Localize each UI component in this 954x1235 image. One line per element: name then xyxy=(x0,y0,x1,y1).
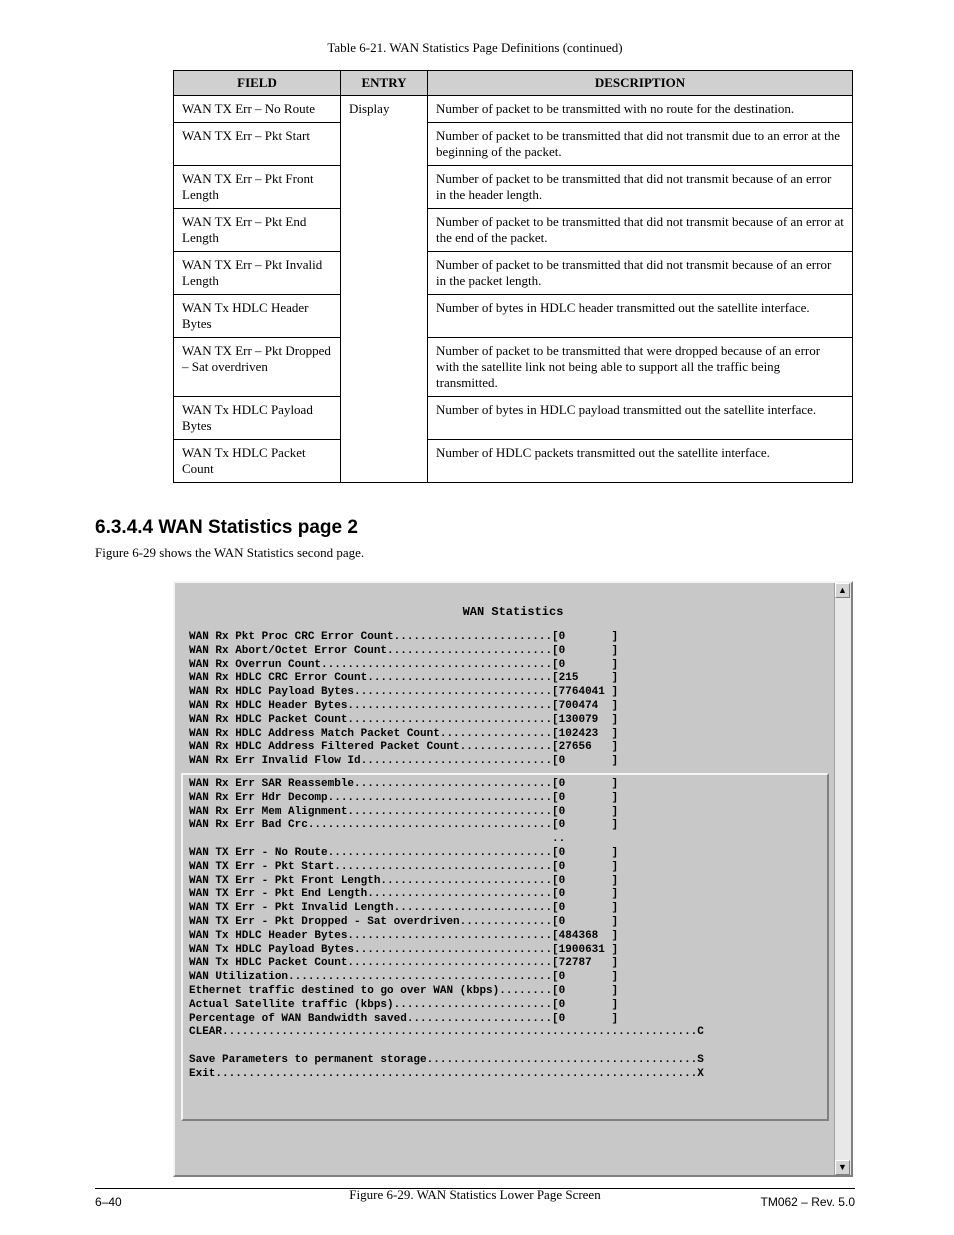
table-row: WAN TX Err – Pkt Start Number of packet t… xyxy=(174,123,853,166)
page-footer: 6–40 TM062 – Rev. 5.0 xyxy=(95,1188,855,1209)
cell-field: WAN TX Err – No Route xyxy=(174,96,341,123)
table-row: WAN TX Err – Pkt End Length Number of pac… xyxy=(174,209,853,252)
scrollbar[interactable]: ▲ ▼ xyxy=(834,583,851,1175)
cell-desc: Number of HDLC packets transmitted out t… xyxy=(428,440,853,483)
table-row: WAN TX Err – Pkt Front Length Number of p… xyxy=(174,166,853,209)
scroll-up-icon[interactable]: ▲ xyxy=(835,583,850,598)
cell-desc: Number of packet to be transmitted that … xyxy=(428,166,853,209)
col-desc: DESCRIPTION xyxy=(428,71,853,96)
table-row: WAN TX Err – No RouteDisplayNumber of pa… xyxy=(174,96,853,123)
cell-desc: Number of packet to be transmitted that … xyxy=(428,338,853,397)
table-row: WAN Tx HDLC Header Bytes Number of bytes … xyxy=(174,295,853,338)
table-row: WAN Tx HDLC Payload Bytes Number of bytes… xyxy=(174,397,853,440)
terminal-upper-lines: WAN Rx Pkt Proc CRC Error Count.........… xyxy=(175,631,851,771)
cell-field: WAN TX Err – Pkt Front Length xyxy=(174,166,341,209)
table-row: WAN Tx HDLC Packet Count Number of HDLC p… xyxy=(174,440,853,483)
cell-entry: Display xyxy=(341,96,428,483)
section-lead: Figure 6-29 shows the WAN Statistics sec… xyxy=(95,545,855,561)
terminal-window: ▲ ▼ WAN Statistics WAN Rx Pkt Proc CRC E… xyxy=(173,581,853,1177)
footer-page: 6–40 xyxy=(95,1195,122,1209)
cell-field: WAN Tx HDLC Packet Count xyxy=(174,440,341,483)
cell-field: WAN TX Err – Pkt Invalid Length xyxy=(174,252,341,295)
terminal-title: WAN Statistics xyxy=(175,583,851,631)
table-row: WAN TX Err – Pkt Invalid Length Number of… xyxy=(174,252,853,295)
col-entry: ENTRY xyxy=(341,71,428,96)
cell-desc: Number of packet to be transmitted that … xyxy=(428,252,853,295)
cell-field: WAN TX Err – Pkt Start xyxy=(174,123,341,166)
cell-desc: Number of packet to be transmitted that … xyxy=(428,123,853,166)
footer-rev: TM062 – Rev. 5.0 xyxy=(761,1195,856,1209)
cell-desc: Number of bytes in HDLC payload transmit… xyxy=(428,397,853,440)
scroll-down-icon[interactable]: ▼ xyxy=(835,1160,850,1175)
cell-desc: Number of packet to be transmitted with … xyxy=(428,96,853,123)
cell-field: WAN TX Err – Pkt Dropped – Sat overdrive… xyxy=(174,338,341,397)
cell-desc: Number of bytes in HDLC header transmitt… xyxy=(428,295,853,338)
table-row: WAN TX Err – Pkt Dropped – Sat overdrive… xyxy=(174,338,853,397)
terminal-inner-box: WAN Rx Err SAR Reassemble...............… xyxy=(181,773,829,1121)
col-field: FIELD xyxy=(174,71,341,96)
cell-desc: Number of packet to be transmitted that … xyxy=(428,209,853,252)
cell-field: WAN Tx HDLC Payload Bytes xyxy=(174,397,341,440)
section-heading: 6.3.4.4 WAN Statistics page 2 xyxy=(95,517,855,539)
table-caption: Table 6-21. WAN Statistics Page Definiti… xyxy=(95,40,855,56)
cell-field: WAN Tx HDLC Header Bytes xyxy=(174,295,341,338)
definitions-table: FIELD ENTRY DESCRIPTION WAN TX Err – No … xyxy=(173,70,853,483)
terminal-box-lines: WAN Rx Err SAR Reassemble...............… xyxy=(189,778,821,1082)
cell-field: WAN TX Err – Pkt End Length xyxy=(174,209,341,252)
